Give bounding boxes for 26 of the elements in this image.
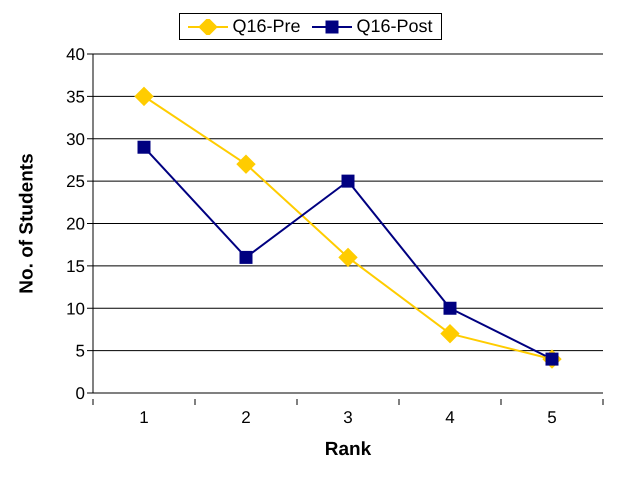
- point: [440, 324, 460, 344]
- y-tick-label: 35: [66, 87, 85, 106]
- legend-label: Q16-Pre: [232, 16, 300, 37]
- point: [240, 250, 252, 264]
- point: [444, 302, 456, 315]
- legend-label: Q16-Post: [356, 16, 433, 37]
- point: [338, 248, 358, 267]
- x-tick-label: 4: [445, 408, 455, 427]
- y-tick-label: 20: [66, 214, 85, 234]
- y-tick-label: 5: [76, 342, 85, 361]
- point: [236, 154, 256, 174]
- y-tick-label: 40: [66, 45, 85, 64]
- y-tick-label: 15: [66, 256, 85, 276]
- point: [138, 140, 150, 154]
- y-tick-label: 0: [76, 384, 85, 404]
- y-tick-label: 30: [66, 130, 85, 149]
- x-tick-label: 2: [241, 408, 251, 427]
- y-axis-title: No. of Students: [16, 153, 38, 294]
- y-tick-label: 10: [66, 299, 85, 318]
- x-tick-label: 1: [139, 408, 149, 427]
- point: [134, 86, 154, 106]
- x-axis-title: Rank: [324, 439, 372, 460]
- point: [342, 174, 354, 188]
- x-tick-label: 3: [343, 408, 353, 427]
- x-tick-label: 5: [547, 408, 557, 427]
- y-tick-label: 25: [66, 172, 85, 192]
